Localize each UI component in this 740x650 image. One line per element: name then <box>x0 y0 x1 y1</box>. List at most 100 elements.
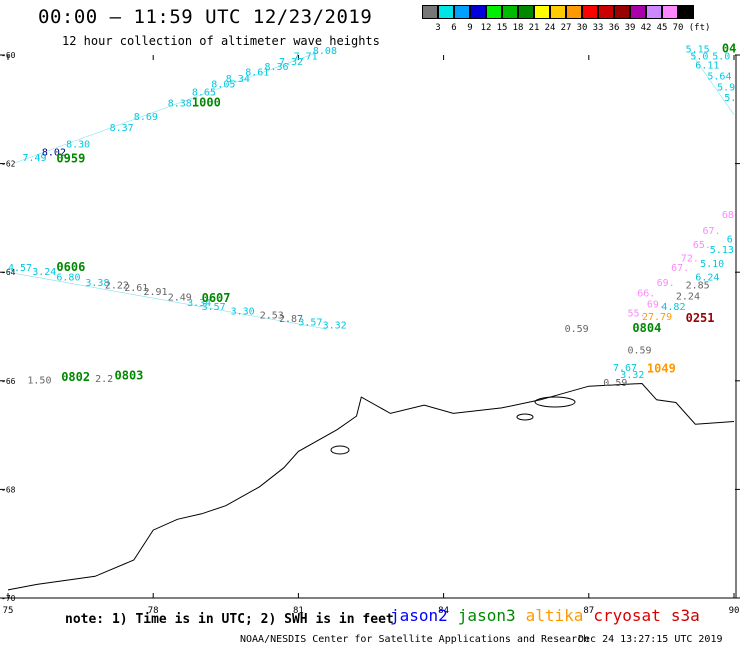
swh-label: 2.85 <box>686 281 710 292</box>
swh-label: 3.30 <box>231 307 255 318</box>
legend-jason3: jason3 <box>457 606 516 625</box>
swh-label: 8.38 <box>168 99 192 110</box>
swh-label: 0.59 <box>603 378 627 389</box>
swh-label: 3.57 <box>202 302 226 313</box>
scale-label: 45 <box>656 23 668 33</box>
lat-tick-label: -64 <box>1 268 16 277</box>
scale-swatch <box>582 5 598 19</box>
swh-label: 3.34 <box>187 298 211 309</box>
swh-label: 72. <box>681 253 699 264</box>
swh-label: 7.32 <box>279 57 303 68</box>
swh-label: 2.61 <box>124 283 148 294</box>
note-text: note: 1) Time is in UTC; 2) SWH is in fe… <box>65 612 394 627</box>
swh-label: 8.36 <box>265 62 289 73</box>
pass-time-label: 0803 <box>115 369 144 383</box>
swh-label: 7.71 <box>294 51 318 62</box>
swh-label: 4.82 <box>661 302 685 313</box>
scale-unit: (ft) <box>688 23 711 33</box>
scale-swatch <box>678 5 694 19</box>
scale-label: 24 <box>544 23 556 33</box>
swh-label: 5. <box>724 93 736 104</box>
lat-tick-label: -60 <box>1 51 16 60</box>
swh-label: 8.08 <box>313 46 337 57</box>
lon-tick-label: 75 <box>3 606 14 616</box>
pass-time-label: 0802 <box>61 370 90 384</box>
swh-label: 8.30 <box>66 139 90 150</box>
scale-label: 36 <box>608 23 620 33</box>
swh-label: 69. <box>647 300 665 311</box>
pass-time-label: 0607 <box>202 291 231 305</box>
scale-swatch <box>662 5 678 19</box>
swh-label: 65. <box>693 240 711 251</box>
legend-jason2: jason2 <box>390 606 448 625</box>
altimeter-track <box>7 271 328 330</box>
lon-tick-label: 90 <box>729 606 740 616</box>
swh-label: 8.69 <box>134 112 158 123</box>
scale-label: 39 <box>624 23 636 33</box>
swh-label: 2.2 <box>95 374 113 385</box>
pass-time-label: 0959 <box>56 152 85 166</box>
map-title: 00:00 – 11:59 UTC 12/23/2019 <box>38 6 373 28</box>
swh-label: 5.15 <box>686 44 710 55</box>
scale-label: 21 <box>528 23 540 33</box>
legend-cryosat: cryosat <box>593 606 661 625</box>
scale-label: 9 <box>467 23 473 33</box>
scale-swatch <box>646 5 662 19</box>
swh-label: 8.05 <box>211 80 235 91</box>
pass-time-label: 0804 <box>632 321 661 335</box>
pass-time-label: 0251 <box>686 311 715 325</box>
scale-label: 33 <box>592 23 604 33</box>
swh-label: 8.34 <box>226 74 250 85</box>
altimeter-track <box>690 52 735 115</box>
altimeter-track <box>12 52 318 164</box>
swh-label: 5.0 <box>712 51 730 62</box>
lon-tick-label: 78 <box>148 606 159 616</box>
swh-label: 2.22 <box>105 281 129 292</box>
pass-time-label: 0606 <box>56 260 85 274</box>
swh-label: 68 <box>722 210 734 221</box>
scale-swatch <box>630 5 646 19</box>
swh-label: 2.53 <box>260 310 284 321</box>
map-subtitle: 12 hour collection of altimeter wave hei… <box>62 34 380 48</box>
scale-swatch <box>454 5 470 19</box>
swh-label: 3.32 <box>620 370 644 381</box>
lon-tick-label: 84 <box>438 606 449 616</box>
scale-swatch <box>470 5 486 19</box>
scale-swatch <box>566 5 582 19</box>
satellite-legend: jason2 jason3 altika cryosat s3a <box>390 606 710 625</box>
swh-label: 67. <box>671 263 689 274</box>
swh-label: 2.49 <box>168 292 192 303</box>
scale-label: 42 <box>640 23 652 33</box>
swh-label: 3.24 <box>32 267 56 278</box>
swh-label: 5.9 <box>717 82 735 93</box>
island-outline <box>534 396 576 408</box>
swh-label: 3.32 <box>323 321 347 332</box>
scale-label: 18 <box>512 23 524 33</box>
swh-label: 2.87 <box>279 314 303 325</box>
swh-label: 5.10 <box>700 259 724 270</box>
swh-label: 5.0 <box>690 51 708 62</box>
swh-label: 8.65 <box>192 88 216 99</box>
scale-swatch <box>438 5 454 19</box>
scale-swatch <box>614 5 630 19</box>
swh-label: 0.59 <box>565 324 589 335</box>
swh-label: 3.38 <box>85 278 109 289</box>
island-outline <box>330 445 350 455</box>
swh-label: 69. <box>657 278 675 289</box>
swh-label: 27.79 <box>642 312 672 323</box>
legend-s3a: s3a <box>670 606 700 625</box>
scale-swatch <box>598 5 614 19</box>
lat-tick-label: -66 <box>1 377 16 386</box>
scale-label: 6 <box>451 23 457 33</box>
swh-label: 1.50 <box>27 376 51 387</box>
island-outline <box>516 413 534 421</box>
swh-label: 3.57 <box>298 317 322 328</box>
scale-label: 70 <box>672 23 684 33</box>
swh-label: 4.57 <box>8 263 32 274</box>
scale-label: 3 <box>435 23 441 33</box>
swh-label: 2.24 <box>676 291 700 302</box>
scale-swatch <box>550 5 566 19</box>
lon-tick-label: 81 <box>293 606 304 616</box>
timestamp-text: Dec 24 13:27:15 UTC 2019 <box>578 634 723 645</box>
